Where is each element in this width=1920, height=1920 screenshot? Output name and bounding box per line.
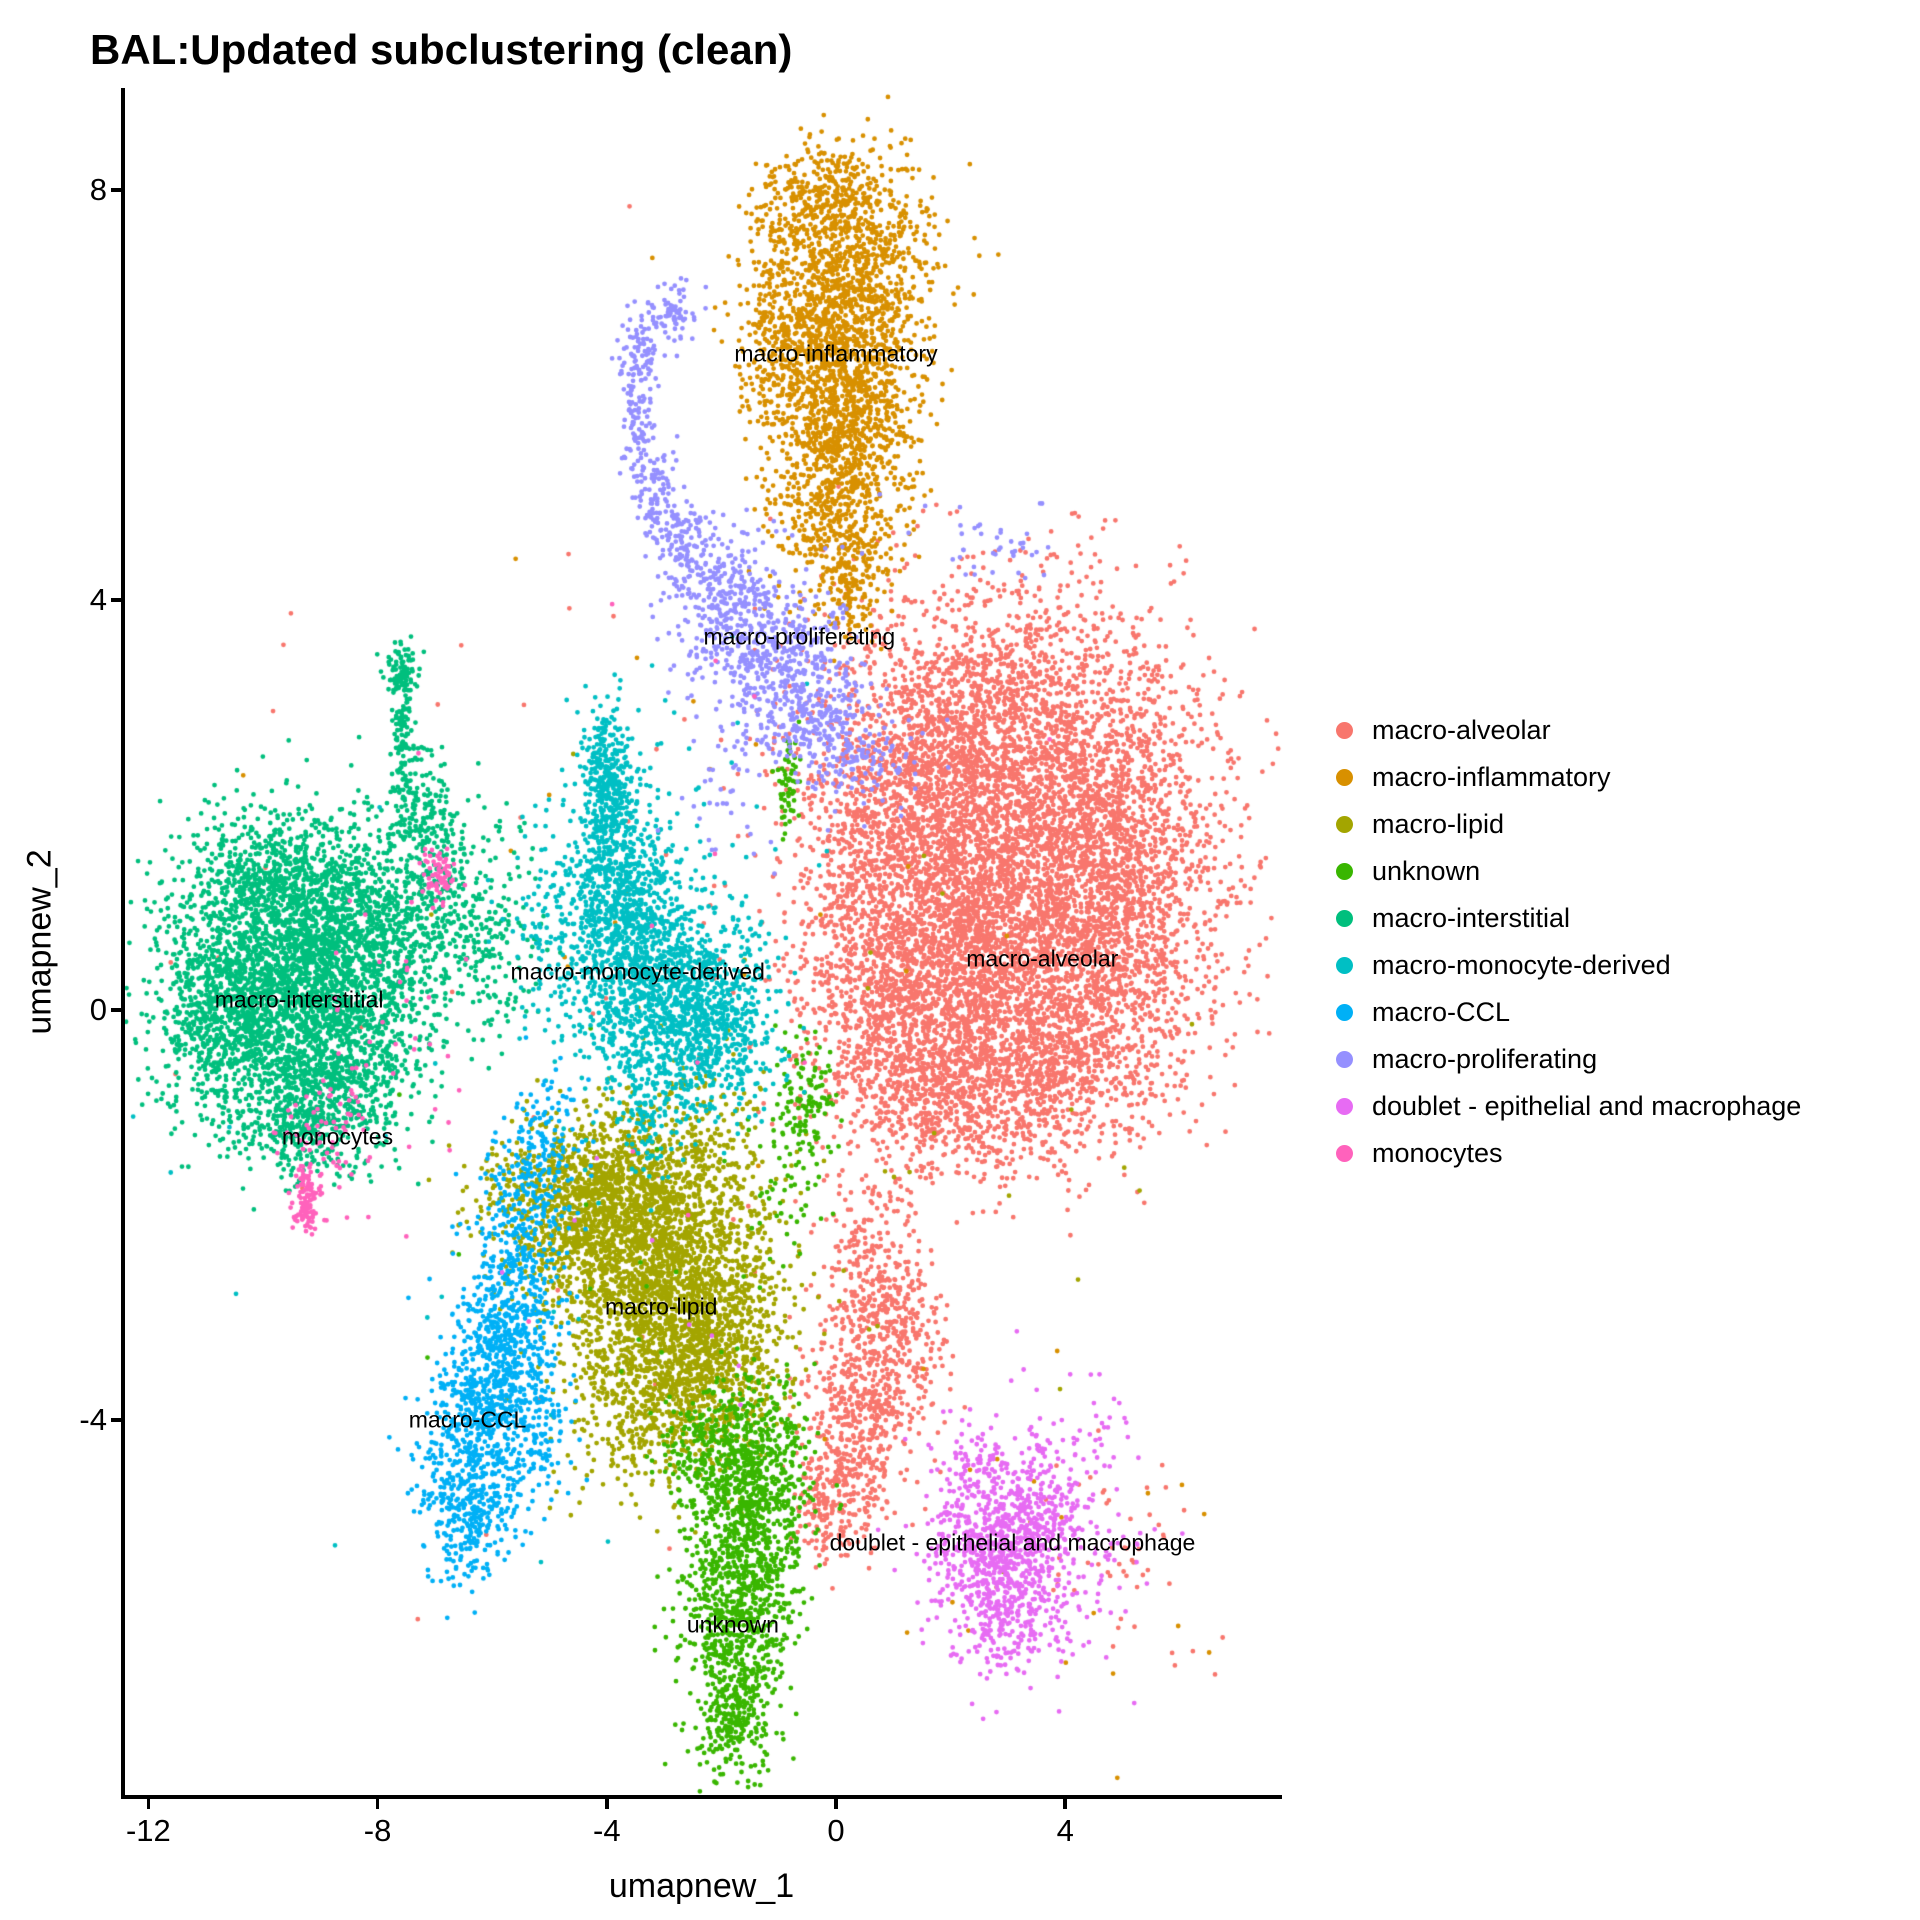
x-tick-label: -12: [125, 1813, 171, 1848]
legend-item: macro-alveolar: [1336, 707, 1551, 754]
legend-swatch-icon: [1336, 1004, 1353, 1021]
legend-item: macro-proliferating: [1336, 1036, 1597, 1083]
legend-item: macro-monocyte-derived: [1336, 942, 1671, 989]
x-tick-mark: [834, 1798, 838, 1809]
cluster-label-macro-lipid: macro-lipid: [604, 1293, 718, 1320]
legend-swatch-icon: [1336, 722, 1353, 739]
legend-item: macro-inflammatory: [1336, 754, 1611, 801]
legend-item: macro-CCL: [1336, 989, 1510, 1036]
legend-item: doublet - epithelial and macrophage: [1336, 1083, 1801, 1130]
cluster-label-macro-interstitial: macro-interstitial: [214, 986, 384, 1013]
cluster-label-unknown: unknown: [686, 1611, 779, 1638]
y-tick-mark: [111, 1008, 121, 1012]
x-tick-label: -8: [363, 1813, 392, 1848]
y-tick-mark: [111, 598, 121, 602]
y-tick-label: 0: [89, 992, 107, 1027]
legend-item-label: macro-lipid: [1372, 809, 1505, 839]
y-tick-label: 4: [89, 582, 107, 617]
legend-swatch-icon: [1336, 863, 1353, 880]
x-tick-label: -4: [593, 1813, 621, 1848]
legend-swatch-icon: [1336, 769, 1353, 786]
x-tick-mark: [605, 1798, 609, 1809]
legend-item-label: monocytes: [1372, 1138, 1503, 1168]
chart-title: BAL:Updated subclustering (clean): [90, 26, 793, 73]
cluster-label-doublet-epithelial-and-macrophage: doublet - epithelial and macrophage: [829, 1529, 1196, 1556]
cluster-label-macro-proliferating: macro-proliferating: [703, 623, 896, 650]
legend-item-label: unknown: [1372, 856, 1481, 886]
cluster-label-macro-inflammatory: macro-inflammatory: [734, 340, 938, 367]
y-tick-mark: [111, 1418, 121, 1422]
x-tick-label: 4: [1056, 1813, 1074, 1848]
legend-item: monocytes: [1336, 1130, 1503, 1177]
cluster-label-macro-monocyte-derived: macro-monocyte-derived: [510, 958, 765, 985]
x-axis-line: [121, 1795, 1282, 1799]
y-axis-line: [121, 88, 125, 1799]
y-axis-title: umapnew_2: [20, 848, 59, 1035]
legend-item-label: macro-interstitial: [1372, 903, 1571, 933]
cluster-label-monocytes: monocytes: [281, 1123, 394, 1150]
legend-item-label: macro-inflammatory: [1372, 762, 1611, 792]
legend-item-label: macro-CCL: [1372, 997, 1511, 1027]
legend-swatch-icon: [1336, 1098, 1353, 1115]
legend-item-label: macro-monocyte-derived: [1372, 950, 1671, 980]
legend-item: macro-lipid: [1336, 801, 1504, 848]
x-tick-mark: [1063, 1798, 1067, 1809]
x-tick-mark: [146, 1798, 151, 1809]
legend-item-label: doublet - epithelial and macrophage: [1372, 1091, 1802, 1121]
legend-item: unknown: [1336, 848, 1480, 895]
x-tick-label: 0: [827, 1813, 845, 1848]
cluster-label-macro-ccl: macro-CCL: [408, 1406, 527, 1433]
y-tick-mark: [111, 188, 121, 192]
y-tick-label: -4: [79, 1402, 107, 1437]
x-axis-title: umapnew_1: [608, 1867, 795, 1905]
cluster-label-macro-alveolar: macro-alveolar: [966, 945, 1119, 972]
legend-swatch-icon: [1336, 1051, 1353, 1068]
legend-swatch-icon: [1336, 816, 1353, 833]
legend-swatch-icon: [1336, 1145, 1353, 1162]
legend-item-label: macro-proliferating: [1372, 1044, 1598, 1074]
legend-item-label: macro-alveolar: [1372, 715, 1551, 745]
x-tick-mark: [375, 1798, 380, 1809]
legend-swatch-icon: [1336, 957, 1353, 974]
y-tick-label: 8: [89, 172, 107, 207]
legend-item: macro-interstitial: [1336, 895, 1570, 942]
legend-swatch-icon: [1336, 910, 1353, 927]
